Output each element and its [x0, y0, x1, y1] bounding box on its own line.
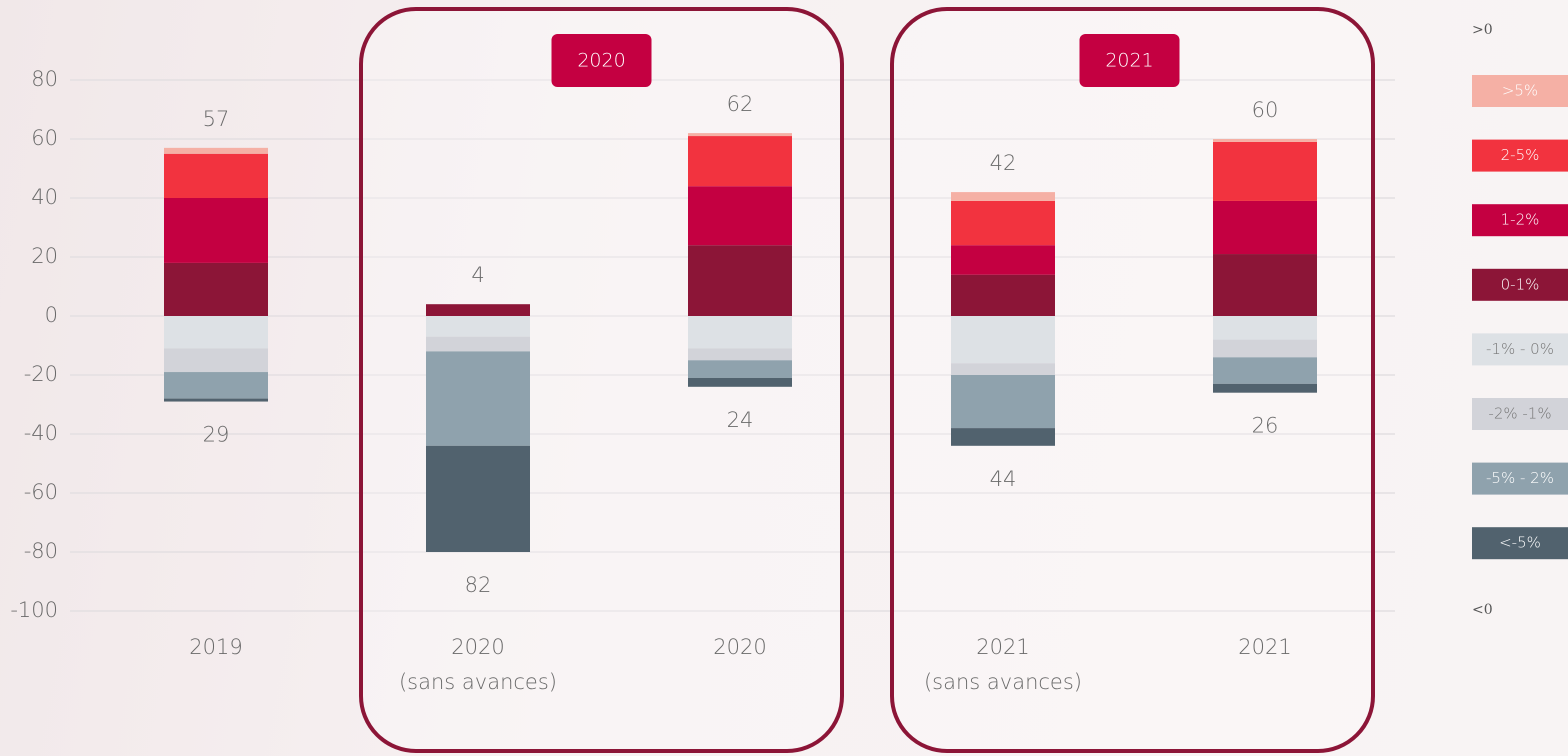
- total-negative-label: 29: [203, 423, 230, 447]
- bar-segment: [951, 428, 1055, 446]
- bar-segment: [426, 351, 530, 445]
- bar-segment: [426, 316, 530, 337]
- bar-segment: [688, 348, 792, 360]
- total-positive-label: 62: [727, 92, 754, 116]
- bar-segment: [1213, 316, 1317, 340]
- bar-segment: [688, 316, 792, 348]
- bar-segment: [688, 136, 792, 186]
- bar-segment: [1213, 139, 1317, 142]
- legend-label: -5% - 2%: [1486, 469, 1554, 487]
- legend-label: 2-5%: [1501, 146, 1540, 164]
- bar-segment: [951, 192, 1055, 201]
- bar-segment: [1213, 201, 1317, 254]
- legend-label: >5%: [1502, 82, 1538, 100]
- bar-segment: [951, 375, 1055, 428]
- y-tick-label: -40: [24, 421, 58, 445]
- chart: -100 -80 -60 -40 -20 0 20 40 60 80 2020 2021 57 29 201…: [0, 0, 1568, 756]
- bar-segment: [426, 304, 530, 316]
- total-positive-label: 4: [471, 263, 484, 287]
- legend-label: -2% -1%: [1488, 405, 1551, 423]
- bar-segment: [951, 201, 1055, 245]
- y-tick-label: -80: [24, 539, 58, 563]
- legend-label: -1% - 0%: [1486, 340, 1554, 358]
- bar-segment: [164, 372, 268, 399]
- bar-segment: [164, 316, 268, 348]
- bar-segment: [426, 446, 530, 552]
- bar-segment: [951, 245, 1055, 275]
- legend-bottom: <0: [1472, 602, 1493, 618]
- bar-segment: [1213, 254, 1317, 316]
- x-tick-label: 2021: [1238, 635, 1291, 659]
- total-negative-label: 82: [465, 573, 492, 597]
- bar-segment: [164, 154, 268, 198]
- group-label: 2020: [577, 50, 625, 72]
- bar-segment: [951, 275, 1055, 316]
- bar-segment: [164, 148, 268, 154]
- bar-segment: [688, 360, 792, 378]
- y-tick-label: 60: [31, 126, 58, 150]
- bar-segment: [164, 348, 268, 372]
- bar-segment: [688, 245, 792, 316]
- y-tick-label: -20: [24, 362, 58, 386]
- bar-segment: [164, 263, 268, 316]
- bar-segment: [1213, 357, 1317, 384]
- bar-segment: [426, 337, 530, 352]
- total-positive-label: 60: [1252, 98, 1279, 122]
- total-positive-label: 57: [203, 107, 230, 131]
- legend-label: 1-2%: [1501, 211, 1540, 229]
- total-negative-label: 24: [727, 408, 754, 432]
- legend-label: 0-1%: [1501, 275, 1540, 293]
- x-tick-label: 2021: [976, 635, 1029, 659]
- bar-segment: [1213, 384, 1317, 393]
- legend-top: >0: [1472, 22, 1493, 38]
- x-tick-label: 2019: [189, 635, 242, 659]
- legend-label: <-5%: [1499, 534, 1541, 552]
- y-tick-label: 0: [45, 303, 58, 327]
- group-label: 2021: [1105, 50, 1153, 72]
- bar-segment: [951, 316, 1055, 363]
- y-tick-label: 40: [31, 185, 58, 209]
- x-tick-label: 2020: [713, 635, 766, 659]
- x-tick-sublabel: (sans avances): [924, 670, 1082, 694]
- y-tick-label: -100: [10, 598, 58, 622]
- bar-segment: [688, 378, 792, 387]
- y-tick-label: 20: [31, 244, 58, 268]
- bar-segment: [688, 133, 792, 136]
- bar-segment: [1213, 340, 1317, 358]
- bar-segment: [1213, 142, 1317, 201]
- x-tick-sublabel: (sans avances): [399, 670, 557, 694]
- bar-segment: [164, 198, 268, 263]
- bar-segment: [688, 186, 792, 245]
- bar-segment: [951, 363, 1055, 375]
- bar-segment: [164, 399, 268, 402]
- total-positive-label: 42: [990, 151, 1017, 175]
- total-negative-label: 26: [1252, 414, 1279, 438]
- y-tick-label: -60: [24, 480, 58, 504]
- x-tick-label: 2020: [451, 635, 504, 659]
- total-negative-label: 44: [990, 467, 1017, 491]
- y-tick-label: 80: [31, 67, 58, 91]
